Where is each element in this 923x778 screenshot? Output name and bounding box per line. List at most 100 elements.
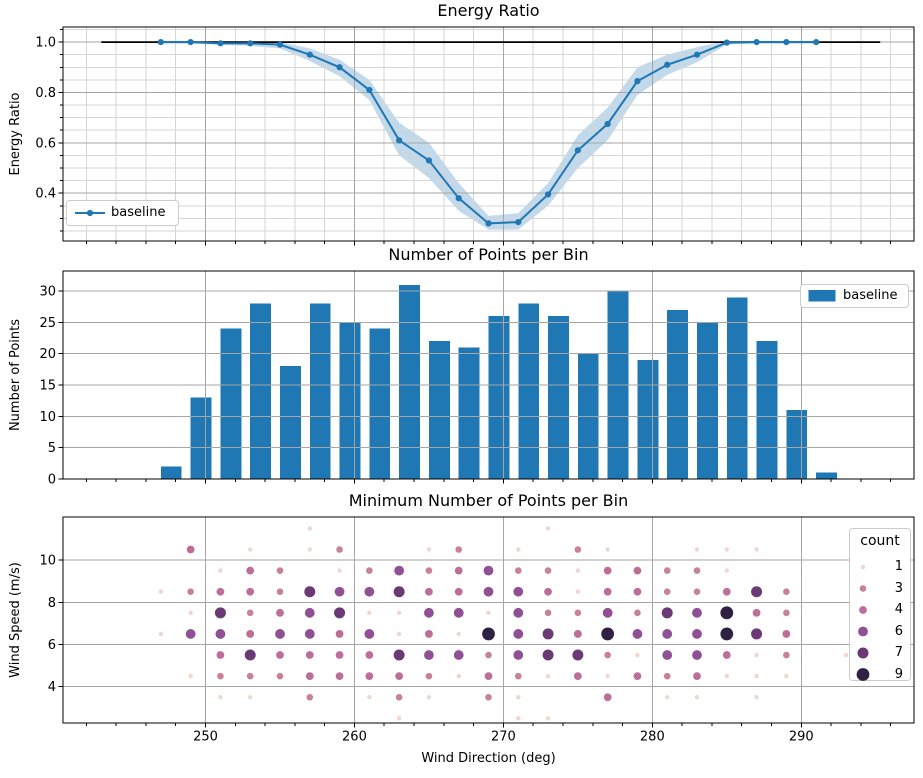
bar (160, 466, 182, 479)
count-legend-value-6: 6 (894, 623, 903, 639)
scatter-point (425, 630, 433, 638)
scatter-point (424, 650, 434, 660)
line-marker (813, 39, 820, 46)
scatter-point (632, 629, 643, 639)
scatter-point (248, 547, 253, 552)
scatter-point (304, 607, 315, 618)
bar (786, 410, 808, 479)
count-legend-marker (857, 647, 869, 659)
scatter-point (217, 672, 224, 680)
line-marker (336, 64, 343, 71)
scatter-point (307, 526, 312, 531)
scatter-point (335, 630, 344, 638)
line-marker (455, 195, 462, 202)
scatter-point (665, 695, 670, 700)
line-marker (396, 137, 403, 144)
scatter-point (396, 716, 402, 721)
line-marker (664, 61, 671, 68)
count-legend-value-4: 4 (894, 602, 903, 617)
bar (279, 366, 301, 479)
svg-text:270: 270 (491, 730, 516, 745)
scatter-point (516, 547, 521, 552)
bar (428, 341, 450, 479)
bar-legend-swatch (808, 290, 836, 302)
scatter-point (334, 607, 346, 619)
line-marker (634, 78, 641, 85)
bar (816, 472, 838, 479)
scatter-point (426, 695, 432, 700)
scatter-point (661, 607, 673, 619)
svg-text:290: 290 (789, 730, 814, 745)
scatter-point (366, 567, 373, 574)
line-marker (187, 39, 194, 46)
scatter-point (364, 586, 375, 597)
count-legend-marker (858, 626, 868, 637)
scatter-point (542, 649, 554, 661)
line-marker (604, 120, 611, 128)
scatter-point (692, 629, 702, 639)
scatter-point (692, 607, 702, 618)
scatter-point (605, 547, 610, 552)
line-legend-baseline-label: baseline (111, 205, 166, 220)
bar (339, 322, 361, 479)
scatter-point (426, 547, 432, 552)
bar (726, 297, 748, 479)
scatter-point (513, 629, 524, 639)
scatter-point (693, 567, 701, 574)
scatter-point (724, 547, 729, 552)
count-legend-value-9: 9 (894, 666, 903, 682)
scatter-point (395, 672, 404, 681)
line-marker (157, 39, 164, 46)
scatter-point (514, 567, 522, 574)
scatter-point (185, 629, 196, 639)
scatter-point (575, 568, 581, 573)
count-legend-value-1: 1 (894, 559, 903, 574)
scatter-point (545, 526, 551, 531)
line-marker (753, 39, 760, 46)
count-legend-value-7: 7 (894, 645, 903, 660)
scatter-point (542, 628, 554, 640)
points-per-bin-panel: 0 5 10 15 20 25 30 (39, 270, 915, 488)
count-legend-marker (859, 585, 867, 592)
points-per-bin-ylabel: Number of Points (8, 318, 23, 432)
scatter-point (396, 610, 402, 616)
line-marker (574, 147, 581, 154)
scatter-point (514, 672, 522, 680)
scatter-point (394, 565, 405, 576)
bar (369, 328, 391, 479)
scatter-point (603, 693, 612, 702)
scatter-point (663, 672, 671, 680)
scatter-point (246, 609, 254, 617)
bar (220, 328, 242, 479)
scatter-point (754, 652, 759, 658)
scatter-point (276, 651, 284, 659)
scatter-point (305, 651, 314, 659)
svg-text:0: 0 (48, 473, 56, 488)
scatter-point (396, 631, 402, 637)
scatter-point (246, 587, 255, 596)
scatter-point (187, 588, 194, 596)
scatter-point (574, 546, 582, 553)
scatter-point (456, 673, 461, 679)
confidence-band (160, 40, 817, 230)
svg-text:0.4: 0.4 (35, 187, 56, 202)
scatter-point (365, 672, 374, 681)
scatter-point (246, 566, 255, 575)
scatter-point (482, 627, 495, 641)
bar (756, 341, 778, 479)
line-legend-box (66, 200, 179, 226)
scatter-point (336, 546, 343, 553)
line-marker (544, 191, 552, 198)
scatter-point (393, 586, 405, 598)
bar (399, 284, 420, 479)
svg-text:4: 4 (48, 680, 56, 695)
scatter-point (304, 586, 316, 598)
scatter-point (335, 651, 344, 659)
scatter-point (337, 568, 342, 573)
scatter-point (186, 545, 195, 554)
scatter-point (602, 607, 613, 618)
scatter-point (276, 588, 284, 596)
scatter-point (751, 628, 763, 640)
wind-speed-ylabel: Wind Speed (m/s) (8, 562, 23, 678)
